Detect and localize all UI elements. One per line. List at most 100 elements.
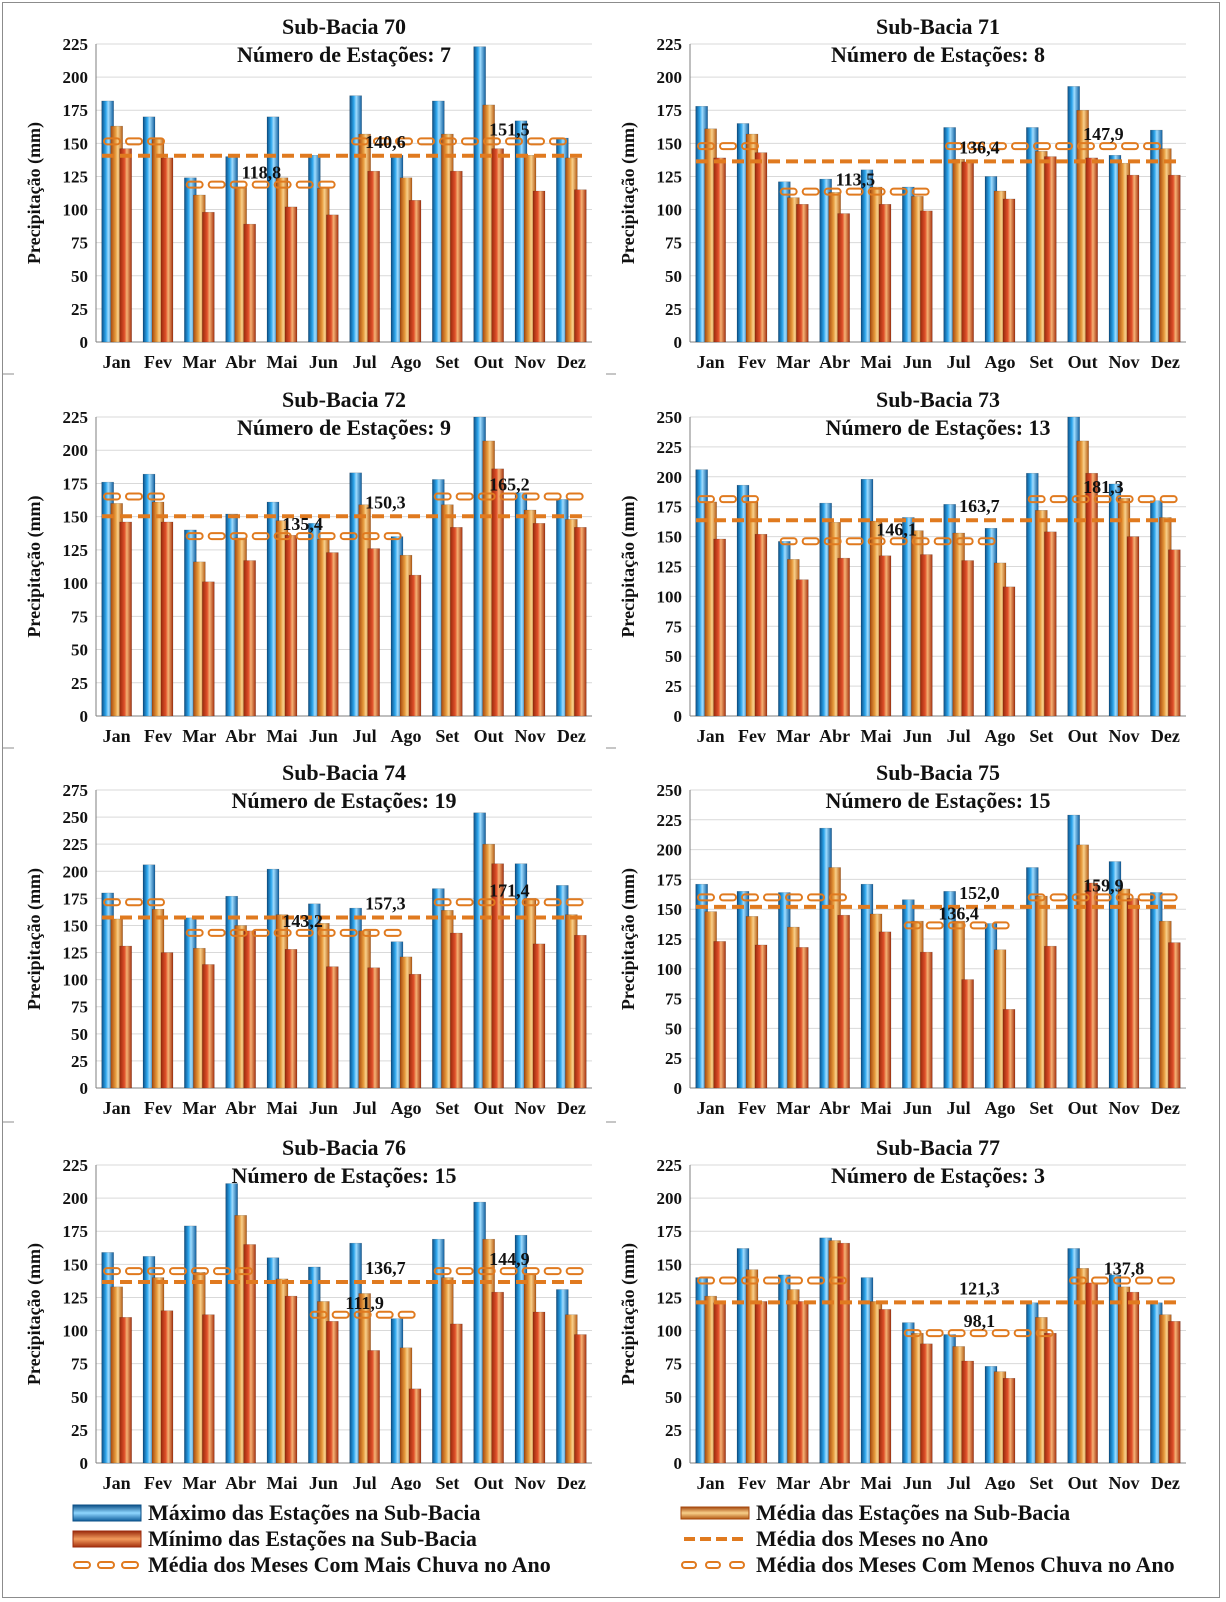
x-tick-label: Mar: [182, 1473, 216, 1490]
y-tick-label: 75: [71, 1355, 88, 1374]
wet-mean-line: [103, 898, 121, 907]
bar-min-jul: [961, 161, 974, 343]
wet-mean-line: [1113, 1276, 1131, 1285]
chart-subtitle: Número de Estações: 7: [237, 42, 451, 67]
chart-panel-7: 0 25 50 75 100 125 150 175 200 225 Sub-Bacia 76 Núm…: [24, 1135, 592, 1490]
y-tick-label: 225: [63, 35, 89, 54]
bar-min-out: [1085, 1282, 1098, 1464]
wet-mean-line: [395, 137, 413, 146]
dry-mean-label: 118,8: [242, 163, 282, 183]
wet-mean-line: [527, 137, 545, 146]
x-tick-label: Fev: [144, 1098, 172, 1118]
bar-min-out: [1085, 472, 1098, 717]
wet-mean-line: [1115, 495, 1134, 504]
chart-title: Sub-Bacia 73: [876, 387, 1000, 412]
wet-mean-line: [1159, 495, 1178, 504]
dry-mean-line: [845, 537, 864, 546]
bar-min-jun: [920, 210, 933, 343]
x-tick-label: Out: [474, 726, 504, 746]
wet-mean-line: [945, 142, 963, 151]
dry-mean-line: [309, 1310, 328, 1319]
dry-mean-line: [889, 537, 908, 546]
dry-mean-label: 98,1: [964, 1311, 996, 1331]
bar-min-nov: [532, 190, 546, 343]
wet-mean-line: [477, 898, 496, 907]
dry-mean-line: [339, 532, 358, 541]
bar-min-mar: [796, 579, 809, 717]
wet-mean-line: [191, 1267, 209, 1276]
y-tick-label: 200: [657, 1189, 683, 1208]
chart-panel-8: 0 25 50 75 100 125 150 175 200 225 Sub-Bacia 77 Núm…: [618, 1135, 1186, 1490]
dry-mean-line: [251, 928, 270, 937]
bar-min-ago: [1002, 586, 1016, 717]
wet-mean-line: [1055, 142, 1073, 151]
y-tick-label: 200: [657, 468, 683, 487]
bar-min-mar: [202, 211, 215, 343]
bar-min-mar: [202, 964, 215, 1089]
bar-min-jan: [713, 157, 726, 343]
bar-min-jun: [326, 1321, 339, 1464]
y-tick-label: 50: [71, 641, 88, 660]
y-tick-label: 25: [71, 674, 88, 693]
wet-mean-line: [461, 137, 479, 146]
bar-min-nov: [1126, 536, 1140, 717]
x-tick-label: Ago: [391, 352, 422, 372]
wet-mean-line: [417, 137, 435, 146]
x-tick-label: Fev: [738, 726, 766, 746]
wet-mean-line: [1027, 495, 1046, 504]
y-tick-label: 0: [674, 707, 683, 726]
bar-min-jun: [326, 214, 339, 343]
x-tick-label: Out: [474, 1098, 504, 1118]
wet-mean-line: [967, 142, 985, 151]
x-tick-label: Jul: [353, 352, 377, 372]
bar-min-dez: [1168, 942, 1181, 1089]
wet-mean-line: [807, 893, 825, 902]
x-tick-label: Out: [1068, 352, 1098, 372]
wet-mean-line: [521, 492, 540, 501]
y-axis-label: Precipitação (mm): [24, 1243, 45, 1385]
bar-min-jun: [920, 1343, 933, 1464]
legend-swatch-max: [72, 1504, 142, 1522]
y-tick-label: 50: [71, 267, 88, 286]
y-tick-label: 75: [665, 617, 682, 636]
x-tick-label: Mai: [861, 1473, 892, 1490]
y-tick-label: 0: [80, 333, 89, 352]
y-tick-label: 225: [657, 1156, 683, 1175]
dry-mean-line: [353, 1310, 372, 1319]
y-tick-label: 75: [71, 998, 88, 1017]
x-tick-label: Out: [474, 1473, 504, 1490]
bar-min-dez: [574, 527, 587, 717]
wet-mean-line: [433, 898, 452, 907]
x-tick-label: Out: [474, 352, 504, 372]
bar-min-abr: [837, 1242, 850, 1464]
wet-mean-line: [147, 1267, 165, 1276]
x-tick-label: Mar: [182, 726, 216, 746]
dry-mean-line: [295, 928, 314, 937]
y-tick-label: 100: [63, 971, 89, 990]
bar-min-abr: [243, 930, 256, 1089]
wet-mean-line: [1135, 1276, 1153, 1285]
bar-min-ago: [408, 1388, 422, 1464]
wet-mean-line: [439, 137, 457, 146]
x-tick-label: Ago: [391, 726, 422, 746]
y-axis-label: Precipitação (mm): [24, 122, 45, 264]
dry-mean-line: [361, 532, 380, 541]
annual-mean-label: 150,3: [365, 492, 406, 512]
y-tick-label: 150: [657, 528, 683, 547]
y-tick-label: 175: [63, 101, 89, 120]
y-tick-label: 25: [71, 1421, 88, 1440]
dry-mean-line: [1013, 1329, 1032, 1338]
y-axis-label: Precipitação (mm): [24, 495, 45, 637]
y-tick-label: 275: [63, 781, 89, 800]
legend-label-max: Máximo das Estações na Sub-Bacia: [148, 1500, 481, 1525]
wet-mean-line: [103, 137, 121, 146]
bar-min-abr: [837, 213, 850, 343]
bar-min-set: [1044, 1332, 1057, 1464]
chart-grid: 0 25 50 75 100 125 150 175 200 225 Sub-Bacia 70 Núm…: [2, 14, 1186, 1490]
wet-mean-line: [763, 893, 781, 902]
chart-title: Sub-Bacia 75: [876, 760, 1000, 785]
x-tick-label: Mai: [861, 1098, 892, 1118]
x-tick-label: Jul: [947, 726, 971, 746]
legend-label-annual: Média dos Meses no Ano: [756, 1526, 989, 1551]
